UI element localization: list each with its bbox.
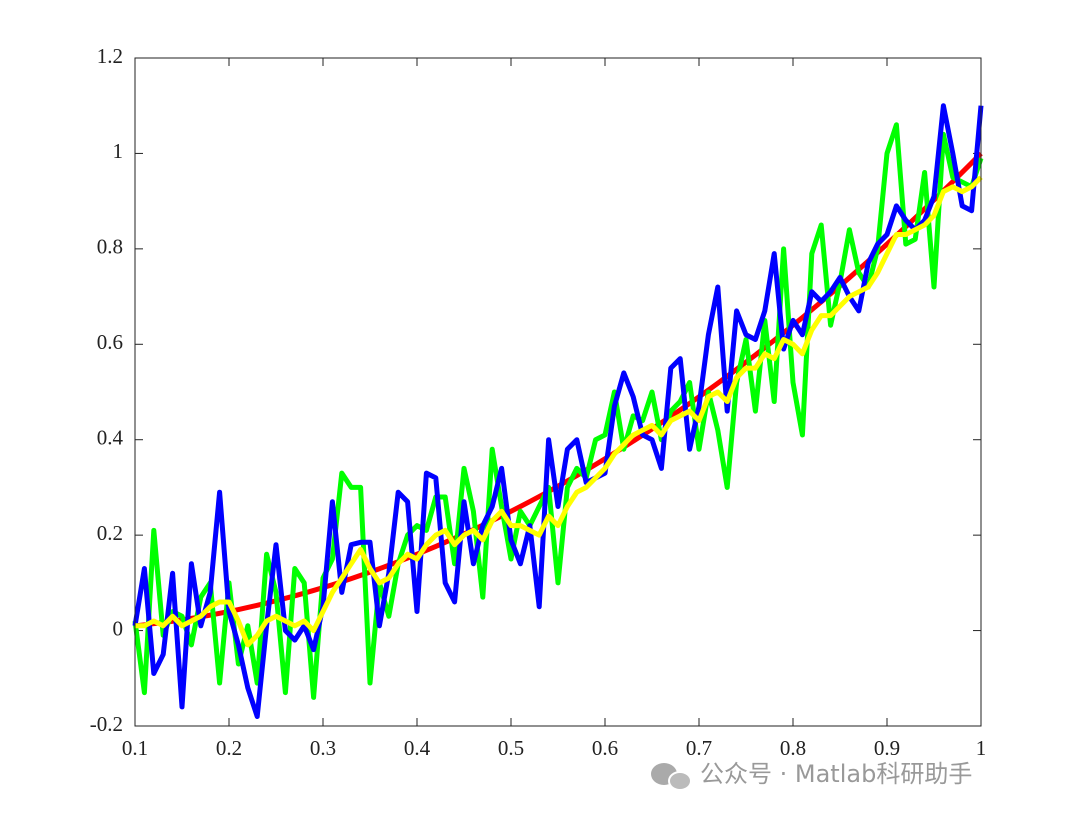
x-tick-label: 0.3 [310,736,336,760]
series-line [132,103,984,719]
x-tick-label: 0.1 [122,736,148,760]
x-tick-label: 0.7 [686,736,712,760]
y-tick-label: 1.2 [97,44,123,68]
y-tick-label: 0.2 [97,521,123,545]
watermark: 公众号 · Matlab科研助手 [700,760,972,788]
y-tick-label: 1 [113,139,124,163]
y-tick-label: -0.2 [90,712,123,736]
axes-box [134,57,982,727]
series-line [135,175,983,648]
y-tick-label: 0.8 [97,235,123,259]
watermark-icon [651,763,692,791]
x-tick-label: 0.6 [592,736,618,760]
y-tick-label: 0 [113,616,124,640]
y-tick-label: 0.6 [97,330,123,354]
x-tick-label: 0.4 [404,736,431,760]
x-tick-label: 0.5 [498,736,524,760]
x-tick-label: 0.9 [874,736,900,760]
x-tick-label: 0.8 [780,736,806,760]
x-tick-label: 0.2 [216,736,242,760]
x-tick-label: 1 [976,736,987,760]
y-tick-label: 0.4 [97,426,124,450]
